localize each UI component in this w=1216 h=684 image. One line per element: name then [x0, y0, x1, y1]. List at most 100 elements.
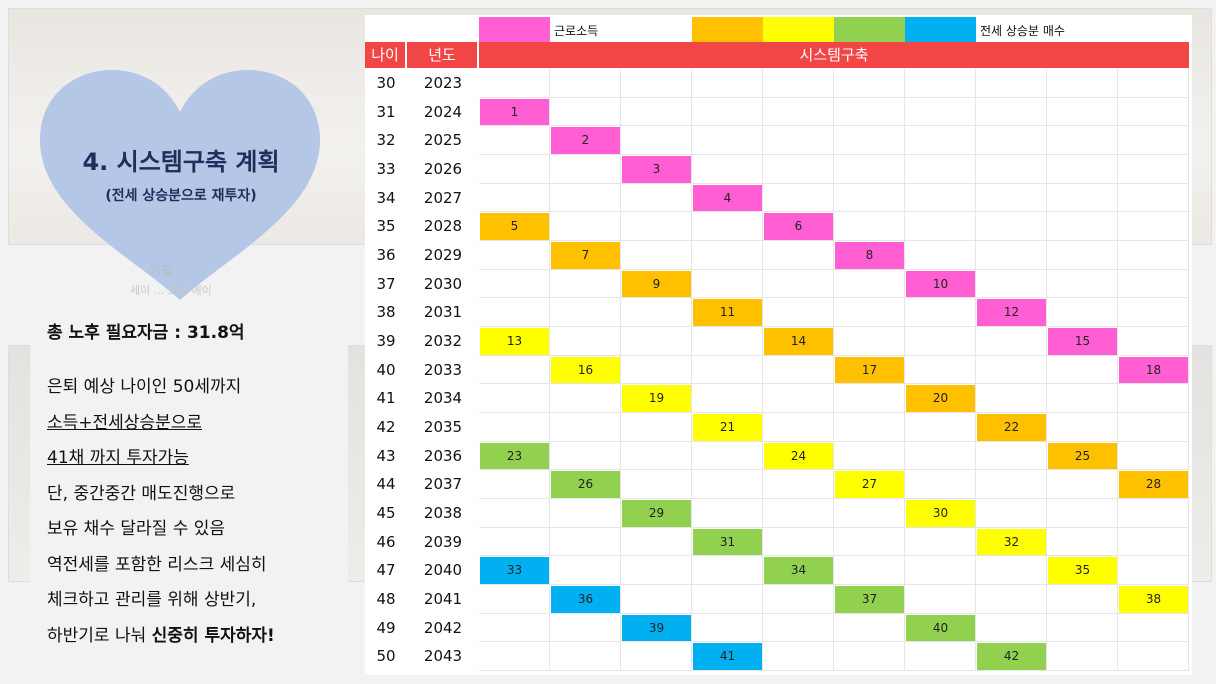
year-cell: 2026: [423, 160, 463, 178]
last-line-prefix: 하반기로 나눠: [47, 625, 152, 646]
purchase-mark-21: 21: [693, 414, 762, 441]
grid-cell: [621, 298, 692, 328]
grid-cell: [550, 69, 621, 98]
purchase-mark-16: 16: [551, 356, 620, 384]
grid-cell: [1118, 613, 1189, 643]
system-plan-table: 근로소득 전세 상승분 매수 나이 년도 시스템구축 30 2023 31 2024 32 2025…: [365, 15, 1192, 675]
year-cell: 2025: [423, 131, 463, 150]
grid-cell: [479, 527, 550, 557]
purchase-mark-13: 13: [480, 328, 549, 355]
left-panel: 4. 시스템구축 계획 (전세 상승분으로 재투자) 가정 세이 ... 르낸 …: [0, 0, 360, 684]
grid-cell: [479, 642, 550, 672]
year-cell: 2039: [423, 532, 463, 551]
grid-cell: [479, 470, 550, 500]
legend-swatch-blue: [905, 17, 976, 42]
grid-cell: [692, 126, 763, 155]
grid-cell: [763, 642, 834, 672]
grid-cell: [1118, 69, 1189, 98]
purchase-mark-17: 17: [835, 356, 904, 384]
purchase-mark-32: 32: [977, 528, 1046, 556]
grid-cell: [692, 298, 763, 328]
grid-cell: [692, 355, 763, 385]
age-cell: 31: [376, 102, 396, 121]
grid-cell: [834, 527, 905, 557]
year-cell: 2023: [423, 74, 463, 92]
grid-cell: [479, 355, 550, 385]
grid-cell: [905, 126, 976, 155]
purchase-mark-6: 6: [764, 213, 833, 240]
grid-cell: [834, 327, 905, 356]
grid-cell: [621, 69, 692, 98]
grid-cell: [1047, 585, 1118, 614]
grid-cell: [1047, 355, 1118, 385]
year-cell: 2031: [423, 303, 463, 322]
purchase-mark-31: 31: [693, 528, 762, 556]
grid-cell: [1118, 269, 1189, 299]
grid-cell: [621, 384, 692, 414]
grid-cell: [976, 97, 1047, 127]
age-cell: 41: [376, 389, 396, 408]
grid-cell: [692, 527, 763, 557]
year-cell: 2028: [423, 217, 463, 236]
grid-cell: [976, 556, 1047, 586]
grid-cell: [905, 155, 976, 184]
purchase-mark-39: 39: [622, 614, 691, 642]
year-cell: 2041: [423, 590, 463, 609]
purchase-mark-25: 25: [1048, 442, 1117, 470]
grid-cell: [976, 241, 1047, 270]
grid-cell: [976, 642, 1047, 672]
grid-cell: [905, 613, 976, 643]
grid-cell: [763, 97, 834, 127]
description-line: 체크하고 관리를 위해 상반기,: [47, 590, 257, 610]
grid-cell: [479, 327, 550, 356]
grid-cell: [1118, 413, 1189, 442]
purchase-mark-18: 18: [1119, 356, 1188, 384]
grid-cell: [834, 585, 905, 614]
grid-cell: [905, 441, 976, 471]
header-year: 년도: [407, 42, 477, 68]
grid-cell: [1118, 499, 1189, 528]
grid-cell: [692, 327, 763, 356]
grid-cell: [479, 441, 550, 471]
grid-cell: [692, 241, 763, 270]
grid-cell: [763, 298, 834, 328]
grid-cell: [1047, 441, 1118, 471]
age-cell: 46: [376, 532, 396, 551]
age-cell: 36: [376, 246, 396, 265]
header-age: 나이: [365, 42, 405, 68]
grid-cell: [550, 499, 621, 528]
year-cell: 2030: [423, 274, 463, 293]
grid-cell: [550, 183, 621, 213]
grid-cell: [905, 470, 976, 500]
purchase-mark-29: 29: [622, 500, 691, 527]
grid-cell: [763, 413, 834, 442]
legend-jeonse-label: 전세 상승분 매수: [980, 24, 1065, 38]
grid-cell: [976, 69, 1047, 98]
purchase-mark-2: 2: [551, 127, 620, 154]
purchase-mark-4: 4: [693, 184, 762, 212]
grid-cell: [621, 327, 692, 356]
grid-cell: [1047, 327, 1118, 356]
last-line-emphasis: 신중히 투자하자!: [151, 625, 275, 646]
grid-cell: [1047, 384, 1118, 414]
grid-cell: [834, 499, 905, 528]
purchase-mark-35: 35: [1048, 557, 1117, 585]
grid-cell: [976, 527, 1047, 557]
grid-cell: [905, 298, 976, 328]
grid-cell: [1118, 183, 1189, 213]
purchase-mark-23: 23: [480, 442, 549, 470]
heart-subtitle: (전세 상승분으로 재투자): [105, 188, 257, 204]
text-panel: [30, 300, 348, 680]
grid-cell: [905, 642, 976, 672]
purchase-mark-40: 40: [906, 614, 975, 642]
grid-cell: [1047, 126, 1118, 155]
purchase-mark-27: 27: [835, 471, 904, 499]
grid-cell: [976, 355, 1047, 385]
grid-cell: [550, 441, 621, 471]
grid-cell: [621, 613, 692, 643]
grid-cell: [550, 613, 621, 643]
grid-cell: [692, 384, 763, 414]
grid-cell: [763, 585, 834, 614]
grid-cell: [976, 269, 1047, 299]
description-line: 단, 중간중간 매도진행으로: [47, 483, 236, 504]
